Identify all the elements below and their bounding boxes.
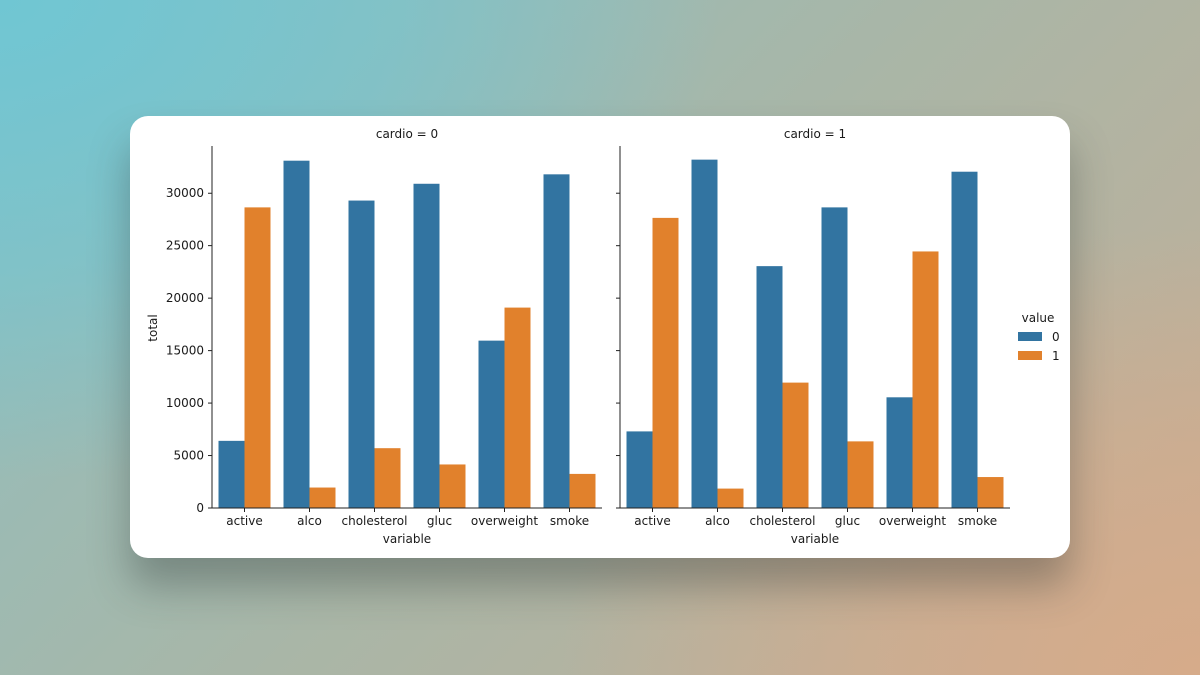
facets-layer: cardio = 0 active alco cholesterol gluc overw… (166, 127, 1010, 546)
bar-0-smoke-1 (569, 473, 596, 508)
chart-card: cardio = 0 active alco cholesterol gluc overw… (130, 116, 1070, 558)
y-tick-label-1: 5000 (173, 449, 204, 463)
y-tick-label-3: 15000 (166, 344, 204, 358)
bar-0-gluc-0 (413, 183, 440, 508)
bar-0-cholesterol-0 (348, 200, 375, 508)
y-tick-label-4: 20000 (166, 291, 204, 305)
bar-0-gluc-1 (439, 464, 466, 508)
x-tick-label-0-5: smoke (550, 514, 589, 528)
bar-1-overweight-0 (886, 397, 913, 508)
bar-1-smoke-0 (951, 171, 978, 508)
bar-0-alco-0 (283, 160, 310, 508)
x-tick-label-1-5: smoke (958, 514, 997, 528)
faceted-bar-chart: cardio = 0 active alco cholesterol gluc overw… (146, 127, 1060, 546)
bar-0-overweight-0 (478, 340, 505, 508)
bar-1-smoke-1 (977, 477, 1004, 508)
bar-0-overweight-1 (504, 307, 531, 508)
bar-0-active-0 (218, 440, 245, 508)
bar-1-active-1 (652, 217, 679, 508)
x-tick-label-1-1: alco (705, 514, 730, 528)
bar-1-gluc-1 (847, 441, 874, 508)
x-tick-label-1-2: cholesterol (750, 514, 816, 528)
x-tick-label-0-4: overweight (471, 514, 539, 528)
legend: value 0 1 (1018, 311, 1060, 363)
x-tick-label-1-0: active (634, 514, 670, 528)
y-tick-label-2: 10000 (166, 396, 204, 410)
bar-1-active-0 (626, 431, 653, 508)
facet-title-0: cardio = 0 (376, 127, 438, 141)
bar-0-alco-1 (309, 487, 336, 508)
x-axis-label-1: variable (791, 532, 839, 546)
x-axis-label-0: variable (383, 532, 431, 546)
bar-1-cholesterol-1 (782, 382, 809, 508)
bar-0-active-1 (244, 207, 271, 508)
x-tick-label-1-4: overweight (879, 514, 947, 528)
facet-panel-1: cardio = 1 active alco cholesterol gluc overw… (616, 127, 1010, 546)
legend-swatch-1 (1018, 351, 1042, 360)
bar-1-gluc-0 (821, 207, 848, 508)
x-tick-label-0-0: active (226, 514, 262, 528)
bar-0-cholesterol-1 (374, 448, 401, 508)
legend-label-1: 1 (1052, 349, 1060, 363)
x-tick-label-1-3: gluc (835, 514, 860, 528)
bar-1-overweight-1 (912, 251, 939, 508)
y-tick-label-5: 25000 (166, 239, 204, 253)
legend-swatch-0 (1018, 332, 1042, 341)
bar-1-cholesterol-0 (756, 266, 783, 508)
x-tick-label-0-2: cholesterol (342, 514, 408, 528)
bar-1-alco-1 (717, 488, 744, 508)
bar-1-alco-0 (691, 159, 718, 508)
facet-panel-0: cardio = 0 active alco cholesterol gluc overw… (166, 127, 602, 546)
facet-title-1: cardio = 1 (784, 127, 846, 141)
legend-label-0: 0 (1052, 330, 1060, 344)
bar-0-smoke-0 (543, 174, 570, 508)
x-tick-label-0-3: gluc (427, 514, 452, 528)
y-tick-label-0: 0 (196, 501, 204, 515)
legend-title: value (1022, 311, 1055, 325)
x-tick-label-0-1: alco (297, 514, 322, 528)
y-axis-label: total (146, 314, 160, 341)
y-tick-label-6: 30000 (166, 186, 204, 200)
